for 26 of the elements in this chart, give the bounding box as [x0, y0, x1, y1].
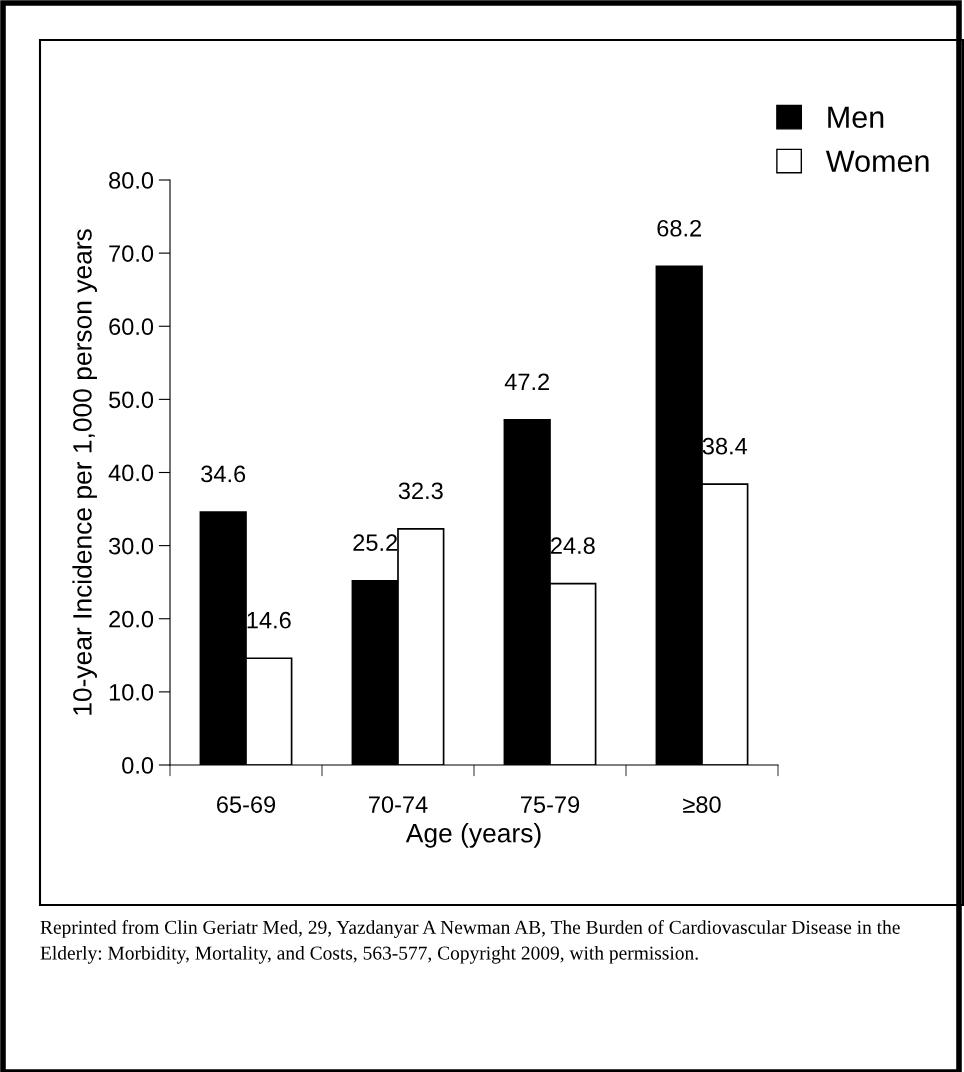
data-label: 34.6: [201, 465, 246, 483]
y-tick-label: 20.0: [109, 610, 154, 628]
data-label: 14.6: [247, 611, 291, 629]
data-label: 68.2: [657, 219, 701, 237]
data-label: 47.2: [504, 373, 549, 390]
y-tick-label: 50.0: [109, 391, 154, 409]
y-axis-title: 10-year Incidence per 1,000 person years: [72, 229, 97, 715]
y-tick-label: 80.0: [109, 172, 154, 189]
y-tick-label: 10.0: [109, 683, 154, 701]
text: Reprinted from Clin Geriatr Med, 29, Yazdanyar A Newman AB, The Burden of Cardiovascular Disease in the Elderly: Morbidity, Mortality, and Costs, 563-577, Copyright 2009, with permission.: [40, 920, 900, 964]
data-label: 24.8: [551, 537, 595, 554]
x-tick-label: 70-74: [369, 796, 428, 813]
x-axis-title: Age (years): [405, 823, 541, 848]
x-tick-label: 65-69: [217, 796, 276, 813]
data-label: 38.4: [702, 437, 748, 455]
y-tick-label: 40.0: [108, 464, 154, 482]
y-tick-label: 30.0: [108, 537, 154, 555]
legend-label: Men: [828, 106, 884, 129]
data-label: 32.3: [398, 482, 443, 500]
y-tick-label: 60.0: [109, 318, 154, 336]
legend-label: Women: [825, 150, 929, 173]
x-tick-label: ≥80: [683, 796, 721, 813]
x-tick-label: 75-79: [521, 796, 580, 813]
y-tick-label: 70.0: [109, 245, 154, 262]
y-tick-label: 0.0: [122, 757, 154, 774]
data-label: 25.2: [353, 534, 397, 552]
